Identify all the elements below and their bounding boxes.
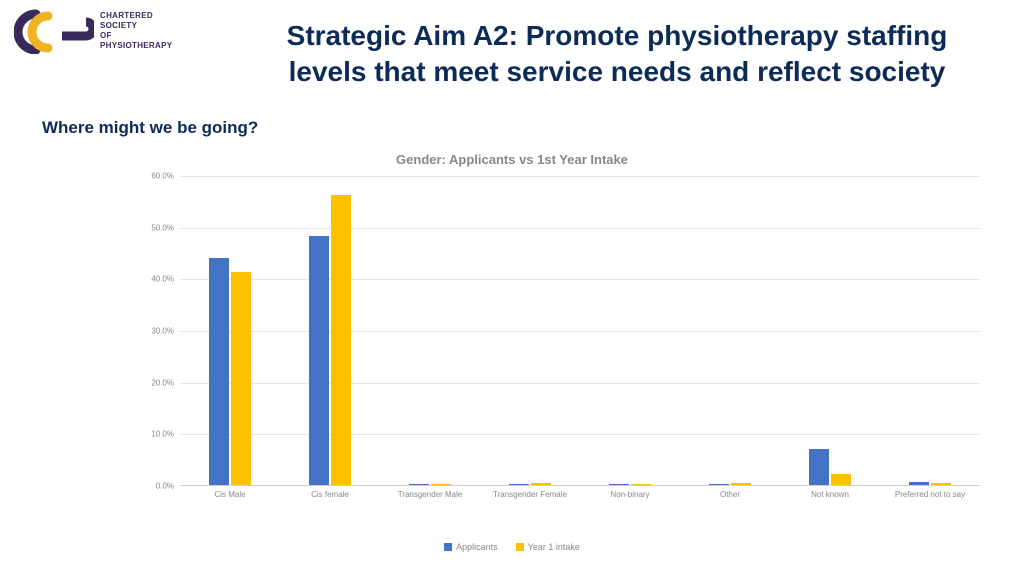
y-axis-label: 40.0% — [138, 275, 174, 284]
category-group — [780, 176, 880, 485]
chart-legend: Applicants Year 1 intake — [0, 542, 1024, 552]
bar — [831, 474, 851, 485]
logo-text: CHARTERED SOCIETY OF PHYSIOTHERAPY — [100, 11, 172, 51]
bar — [531, 483, 551, 485]
legend-swatch-applicants — [444, 543, 452, 551]
logo-line-3: OF — [100, 31, 172, 41]
logo-line-2: SOCIETY — [100, 21, 172, 31]
logo: CHARTERED SOCIETY OF PHYSIOTHERAPY — [14, 8, 172, 54]
category-group — [880, 176, 980, 485]
category-group — [480, 176, 580, 485]
csp-logo-icon — [14, 8, 94, 54]
legend-item-applicants: Applicants — [444, 542, 498, 552]
category-group — [380, 176, 480, 485]
bar — [209, 258, 229, 485]
logo-line-4: PHYSIOTHERAPY — [100, 41, 172, 51]
x-axis-label: Transgender Female — [480, 490, 580, 499]
bar — [931, 483, 951, 485]
bar — [431, 484, 451, 485]
chart-area: 0.0%10.0%20.0%30.0%40.0%50.0%60.0% Cis M… — [130, 176, 990, 516]
bar — [709, 484, 729, 485]
y-axis-label: 10.0% — [138, 430, 174, 439]
y-axis-label: 60.0% — [138, 172, 174, 181]
bar — [809, 449, 829, 485]
bar — [509, 484, 529, 485]
legend-label-applicants: Applicants — [456, 542, 498, 552]
y-axis-label: 30.0% — [138, 327, 174, 336]
x-axis-label: Other — [680, 490, 780, 499]
category-group — [180, 176, 280, 485]
category-group — [280, 176, 380, 485]
legend-label-year1: Year 1 intake — [528, 542, 580, 552]
category-group — [680, 176, 780, 485]
legend-item-year1: Year 1 intake — [516, 542, 580, 552]
subheading: Where might we be going? — [42, 118, 258, 138]
page-title: Strategic Aim A2: Promote physiotherapy … — [250, 18, 984, 90]
bar — [231, 272, 251, 485]
category-group — [580, 176, 680, 485]
y-axis-label: 50.0% — [138, 223, 174, 232]
logo-line-1: CHARTERED — [100, 11, 172, 21]
bar — [631, 484, 651, 485]
bars-container — [180, 176, 980, 485]
y-axis-label: 20.0% — [138, 378, 174, 387]
bar — [731, 483, 751, 485]
bar — [909, 482, 929, 485]
bar — [409, 484, 429, 485]
chart-title: Gender: Applicants vs 1st Year Intake — [0, 152, 1024, 167]
x-axis-label: Not known — [780, 490, 880, 499]
x-axis-label: Transgender Male — [380, 490, 480, 499]
x-axis-label: Preferred not to say — [880, 490, 980, 499]
bar — [609, 484, 629, 485]
bar — [331, 195, 351, 485]
x-axis-label: Non-binary — [580, 490, 680, 499]
chart-plot: 0.0%10.0%20.0%30.0%40.0%50.0%60.0% — [180, 176, 980, 486]
y-axis-label: 0.0% — [138, 482, 174, 491]
x-axis-label: Cis female — [280, 490, 380, 499]
bar — [309, 236, 329, 485]
legend-swatch-year1 — [516, 543, 524, 551]
x-axis-label: Cis Male — [180, 490, 280, 499]
